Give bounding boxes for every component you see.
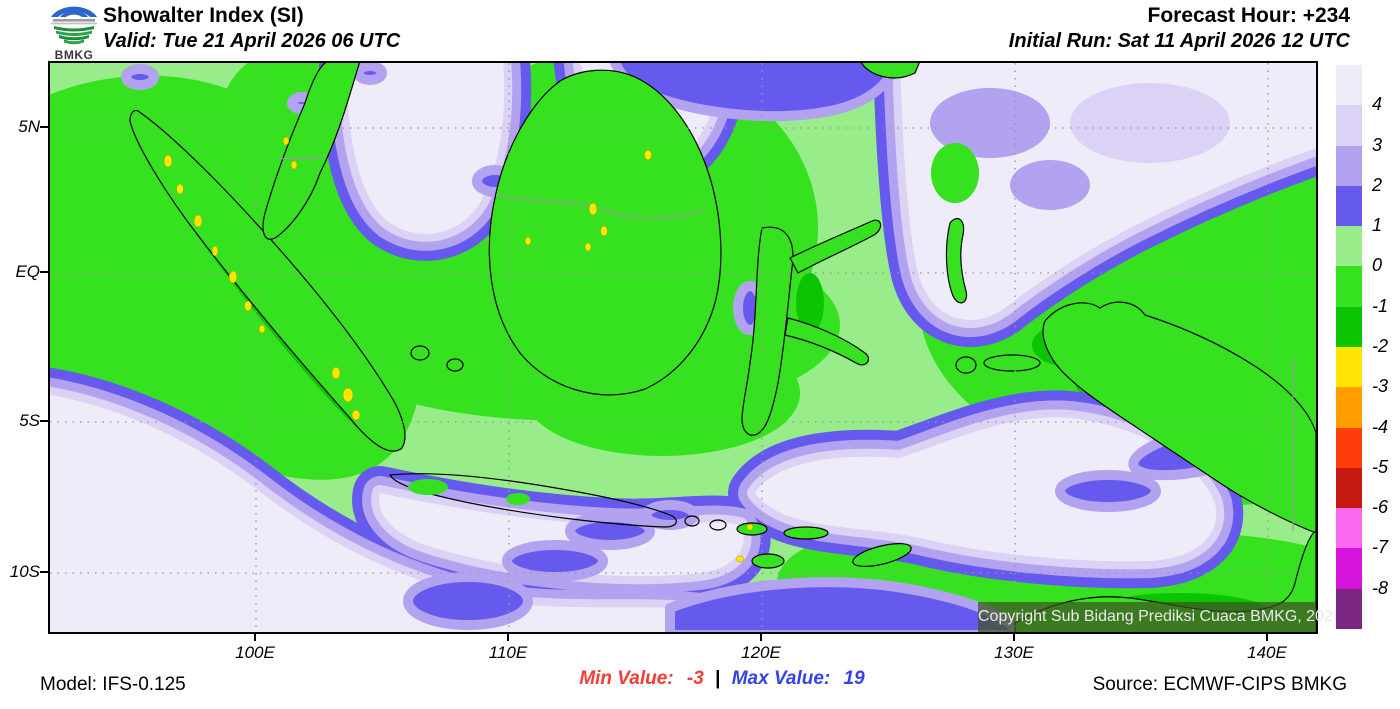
bmkg-logo: BMKG [46, 1, 102, 62]
bmkg-logo-text: BMKG [54, 48, 94, 62]
colorbar-segment-11 [1336, 508, 1362, 549]
colorbar-tick-3: 3 [1372, 134, 1383, 155]
lat-tick-5N [40, 126, 48, 128]
lon-label-140E: 140E [1247, 643, 1287, 662]
map-frame [48, 61, 1318, 634]
colorbar-segment-3 [1336, 185, 1362, 227]
initial-run: Initial Run: Sat 11 April 2026 12 UTC [1008, 30, 1350, 52]
min-value: -3 [686, 668, 704, 689]
max-value: 19 [843, 668, 865, 689]
minmax-separator: | [715, 668, 721, 689]
colorbar-segment-12 [1336, 548, 1362, 589]
lon-label-120E: 120E [741, 643, 781, 662]
lat-tick-10S [40, 571, 48, 573]
copyright-notice: Copyright Sub Bidang Prediksi Cuaca BMKG… [978, 602, 1342, 632]
colorbar-tick--1: -1 [1372, 295, 1389, 316]
map-graphic [50, 63, 1316, 632]
lat-tick-5S [40, 420, 48, 422]
colorbar-tick--5: -5 [1372, 456, 1389, 477]
colorbar-segment-13 [1336, 588, 1362, 629]
colorbar-tick--3: -3 [1372, 376, 1389, 397]
lon-tick-140E [1266, 634, 1268, 641]
lon-label-100E: 100E [235, 643, 275, 662]
colorbar-segment-10 [1336, 467, 1362, 509]
lon-tick-130E [1013, 634, 1015, 641]
colorbar-segment-2 [1336, 145, 1362, 186]
colorbar-tick--7: -7 [1372, 537, 1389, 558]
colorbar-tick--8: -8 [1372, 577, 1389, 598]
forecast-hour: Forecast Hour: +234 [1147, 4, 1351, 27]
lat-label-EQ: EQ [15, 262, 40, 281]
colorbar-segment-4 [1336, 226, 1362, 267]
colorbar-segment-6 [1336, 306, 1362, 347]
colorbar-segment-9 [1336, 427, 1362, 468]
lon-label-130E: 130E [994, 643, 1034, 662]
model-label: Model: IFS-0.125 [40, 674, 186, 695]
bmkg-logo-icon [51, 6, 97, 45]
valid-time: Valid: Tue 21 April 2026 06 UTC [103, 30, 401, 52]
colorbar-segment-0 [1336, 65, 1362, 106]
colorbar-segment-5 [1336, 266, 1362, 307]
colorbar-tick--6: -6 [1372, 497, 1389, 518]
lat-label-5N: 5N [18, 117, 40, 136]
lon-tick-110E [507, 634, 509, 641]
source-label: Source: ECMWF-CIPS BMKG [1092, 674, 1347, 695]
min-value-label: Min Value: [579, 668, 674, 689]
colorbar-labels: 4 3 2 1 0 -1 -2 -3 -4 -5 -6 -7 -8 [1372, 65, 1400, 629]
colorbar-segment-1 [1336, 105, 1362, 146]
lat-label-5S: 5S [19, 411, 40, 430]
page-title: Showalter Index (SI) [103, 4, 304, 27]
colorbar-segment-8 [1336, 387, 1362, 428]
lon-tick-120E [760, 634, 762, 641]
colorbar-tick-1: 1 [1372, 215, 1383, 236]
colorbar-tick--4: -4 [1372, 416, 1389, 437]
colorbar-tick-4: 4 [1372, 94, 1383, 115]
lon-tick-100E [254, 634, 256, 641]
minmax-line: Min Value: -3 | Max Value: 19 [579, 668, 864, 690]
lat-tick-EQ [40, 271, 48, 273]
lat-label-10S: 10S [9, 562, 40, 581]
colorbar [1336, 65, 1362, 629]
colorbar-tick-0: 0 [1372, 255, 1383, 276]
colorbar-tick-2: 2 [1372, 174, 1383, 195]
colorbar-segment-7 [1336, 346, 1362, 388]
colorbar-tick--2: -2 [1372, 336, 1389, 356]
lon-label-110E: 110E [488, 643, 528, 662]
max-value-label: Max Value: [731, 668, 831, 689]
